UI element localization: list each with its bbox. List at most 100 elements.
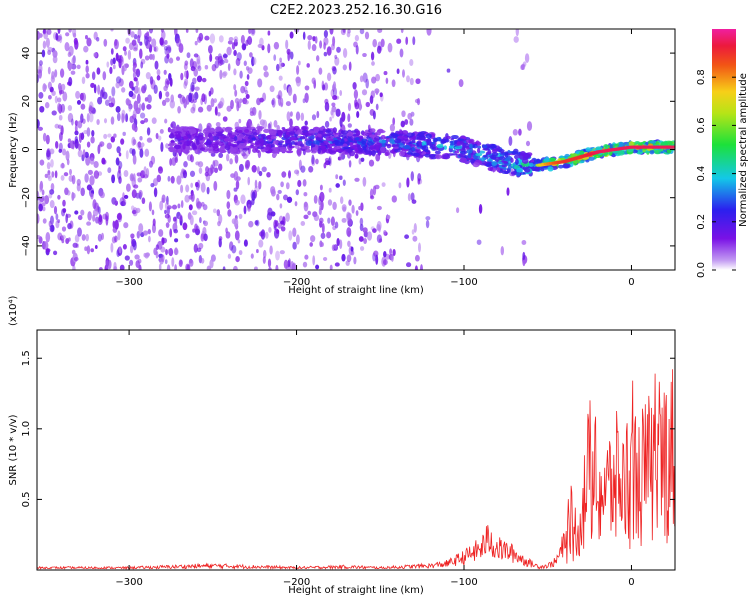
spectrogram-blob bbox=[359, 29, 365, 35]
spectrogram-blob bbox=[508, 136, 513, 146]
spectrogram-blob bbox=[91, 130, 95, 137]
spectrogram-blob bbox=[99, 267, 103, 270]
spectrogram-blob bbox=[245, 66, 250, 71]
spectrogram-blob bbox=[142, 230, 149, 236]
spectrogram-blob bbox=[381, 182, 386, 187]
spectrogram-blob bbox=[277, 90, 283, 100]
spectrogram-blob bbox=[166, 264, 171, 270]
spectrogram-blob bbox=[296, 65, 300, 75]
spectrogram-blob bbox=[308, 166, 314, 173]
spectrogram-blob bbox=[523, 167, 531, 173]
spectrogram-blob bbox=[37, 126, 43, 131]
spectrogram-blob bbox=[361, 140, 367, 145]
spectrogram-blob bbox=[406, 132, 414, 138]
spectrogram-blob bbox=[235, 180, 240, 190]
spectrogram-blob bbox=[456, 141, 461, 147]
spectrogram-blob bbox=[233, 36, 239, 43]
spectrogram-blob bbox=[426, 29, 432, 36]
spectrogram-blob bbox=[218, 141, 225, 147]
spectrogram-blob bbox=[86, 37, 92, 47]
spectrogram-blob bbox=[375, 103, 379, 111]
spectrogram-blob bbox=[462, 146, 466, 151]
spectrogram-blob bbox=[283, 134, 290, 140]
spectrogram-blob bbox=[176, 37, 182, 47]
spectrogram-blob bbox=[331, 102, 336, 107]
spectrogram-blob bbox=[112, 220, 116, 229]
spectrogram-blob bbox=[407, 112, 413, 120]
x-tick-label: −300 bbox=[115, 277, 142, 288]
spectrogram-blob bbox=[84, 173, 89, 183]
spectrogram-blob bbox=[213, 98, 218, 103]
spectrogram-blob bbox=[234, 199, 240, 206]
spectrogram-blob bbox=[369, 95, 374, 105]
spectrogram-blob bbox=[287, 85, 293, 97]
spectrogram-blob bbox=[43, 29, 46, 34]
spectrogram-blob bbox=[225, 231, 231, 239]
spectrogram-blob bbox=[69, 168, 72, 176]
spectrogram-blob bbox=[195, 58, 201, 70]
spectrogram-blob bbox=[125, 113, 129, 123]
spectrogram-blob bbox=[167, 175, 171, 182]
spectrogram-blob bbox=[280, 97, 284, 108]
spectrogram-blob bbox=[85, 35, 88, 40]
spectrogram-blob bbox=[218, 35, 224, 43]
spectrogram-blob bbox=[528, 162, 534, 168]
spectrogram-blob bbox=[307, 34, 313, 41]
spectrogram-blob bbox=[131, 209, 137, 215]
spectrogram-blob bbox=[304, 85, 310, 91]
spectrogram-blob bbox=[332, 201, 337, 211]
spectrogram-blob bbox=[482, 144, 488, 149]
spectrogram-blob bbox=[238, 118, 242, 124]
spectrogram-blob bbox=[384, 152, 389, 157]
spectrogram-blob bbox=[196, 36, 202, 43]
spectrogram-blob bbox=[257, 78, 263, 88]
spectrogram-blob bbox=[524, 53, 530, 63]
spectrogram-blob bbox=[153, 45, 159, 53]
spectrogram-blob bbox=[44, 102, 50, 109]
spectrogram-blob bbox=[146, 127, 151, 136]
spectrogram-blob bbox=[224, 59, 229, 64]
spectrogram-blob bbox=[214, 106, 218, 116]
spectrogram-blob bbox=[372, 137, 380, 143]
spectrogram-blob bbox=[107, 133, 112, 138]
spectrogram-blob bbox=[458, 79, 464, 88]
spectrogram-blob bbox=[47, 81, 52, 90]
spectrogram-blob bbox=[63, 172, 69, 177]
spectrogram-blob bbox=[186, 52, 191, 59]
spectrogram-blob bbox=[276, 193, 280, 201]
spectrogram-blob bbox=[177, 203, 181, 209]
spectrogram-blob bbox=[446, 68, 451, 73]
spectrogram-blob bbox=[154, 60, 159, 70]
spectrogram-blob bbox=[97, 233, 103, 242]
spectrogram-blob bbox=[191, 210, 198, 216]
spectrogram-blob bbox=[201, 93, 206, 103]
spectrogram-blob bbox=[86, 112, 90, 123]
spectrogram-blob bbox=[44, 173, 49, 179]
spectrogram-blob bbox=[180, 200, 184, 209]
spectrogram-blob bbox=[317, 149, 322, 154]
spectrogram-blob bbox=[360, 157, 365, 162]
spectrogram-blob bbox=[259, 97, 264, 103]
spectrogram-blob bbox=[323, 42, 326, 50]
spectrogram-blob bbox=[192, 130, 197, 134]
spectrogram-blob bbox=[139, 148, 144, 158]
spectrogram-blob bbox=[173, 248, 179, 256]
spectrogram-blob bbox=[429, 146, 436, 149]
spectrogram-blob bbox=[342, 29, 346, 34]
colorbar-tick-label: 0.8 bbox=[696, 69, 707, 85]
figure-title: C2E2.2023.252.16.30.G16 bbox=[270, 3, 442, 18]
spectrogram-blob bbox=[165, 222, 170, 228]
x-tick-label: −300 bbox=[115, 577, 142, 588]
spectrogram-blob bbox=[285, 150, 294, 154]
spectrogram-blob bbox=[149, 76, 154, 85]
spectrogram-blob bbox=[125, 37, 130, 44]
spectrogram-blob bbox=[195, 197, 200, 209]
spectrogram-blob bbox=[67, 112, 74, 123]
spectrogram-blob bbox=[352, 82, 357, 90]
spectrogram-blob bbox=[200, 182, 206, 193]
spectrogram-blob bbox=[163, 69, 167, 75]
spectrogram-blob bbox=[359, 75, 364, 83]
spectrogram-blob bbox=[122, 192, 125, 202]
spectrogram-blob bbox=[57, 219, 61, 224]
spectrogram-blob bbox=[137, 87, 141, 96]
